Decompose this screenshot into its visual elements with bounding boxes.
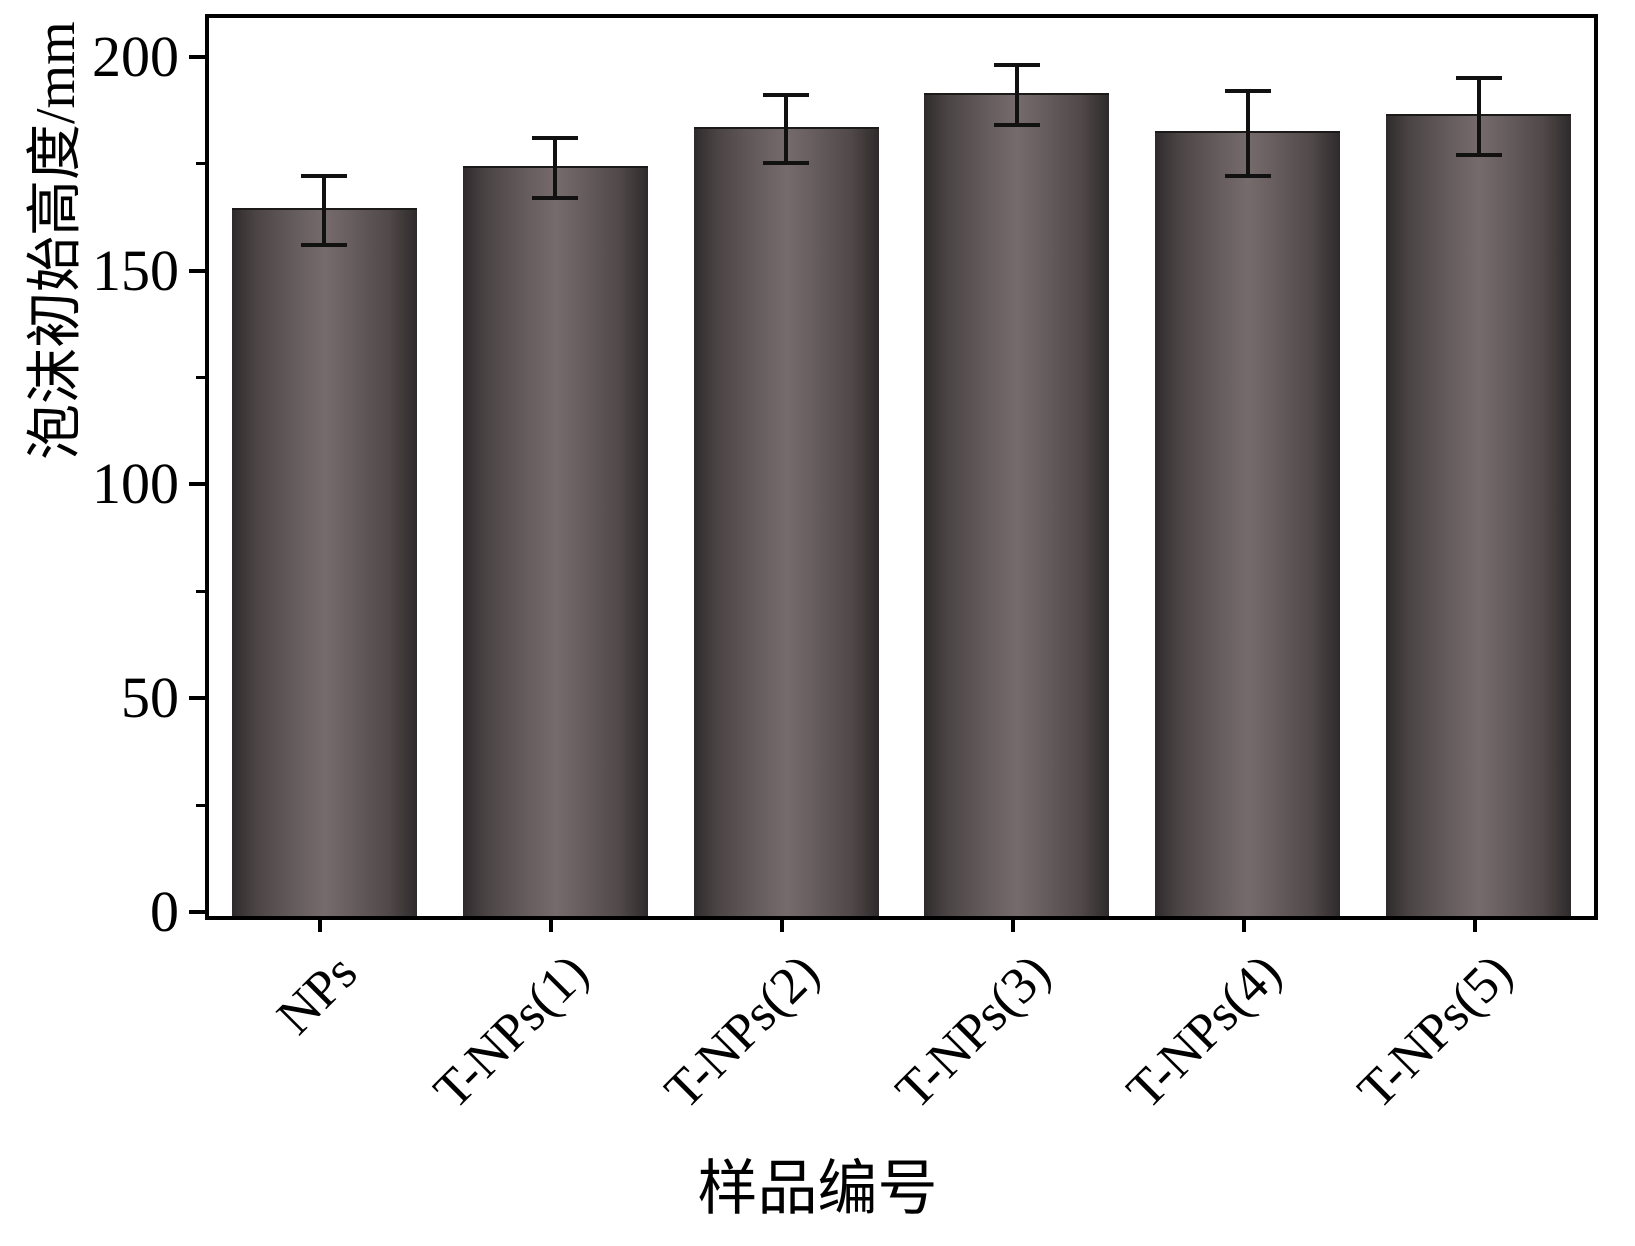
error-bar-cap: [532, 196, 578, 200]
bar-T-NPs(4): [1155, 131, 1340, 916]
y-axis-tick: [189, 54, 205, 59]
x-axis-tick: [1011, 916, 1015, 932]
y-axis-tick-label: 150: [92, 237, 179, 303]
error-bar-cap: [1225, 89, 1271, 93]
error-bar-cap: [994, 63, 1040, 67]
error-bar-T-NPs(3): [1015, 65, 1019, 125]
y-axis-minor-tick: [196, 375, 205, 379]
error-bar-cap: [532, 136, 578, 140]
x-axis-tick-label-T-NPs(4): T-NPs(4): [1116, 943, 1293, 1120]
y-axis-minor-tick: [196, 162, 205, 166]
x-axis-tick: [1242, 916, 1246, 932]
y-axis-tick: [189, 482, 205, 487]
x-axis-tick-label-T-NPs(1): T-NPs(1): [423, 943, 600, 1120]
bar-NPs: [232, 208, 417, 916]
y-axis-tick-label: 100: [92, 451, 179, 517]
error-bar-cap: [301, 174, 347, 178]
x-axis-tick: [318, 916, 322, 932]
y-axis-tick: [189, 910, 205, 914]
error-bar-T-NPs(4): [1246, 90, 1250, 176]
error-bar-cap: [763, 93, 809, 97]
x-axis-tick-label-T-NPs(2): T-NPs(2): [654, 943, 831, 1120]
plot-area: [205, 14, 1598, 920]
y-axis-tick: [189, 268, 205, 273]
x-axis-tick: [780, 916, 784, 932]
bar-T-NPs(5): [1386, 114, 1571, 916]
bar-T-NPs(2): [694, 127, 879, 916]
error-bar-cap: [763, 161, 809, 165]
error-bar-cap: [994, 123, 1040, 127]
x-axis-tick-label-T-NPs(3): T-NPs(3): [885, 943, 1062, 1120]
y-axis-tick: [189, 696, 205, 701]
y-axis-tick-label: 50: [121, 665, 179, 731]
x-axis-tick: [1473, 916, 1477, 932]
bar-T-NPs(1): [463, 166, 648, 916]
error-bar-cap: [1225, 174, 1271, 178]
y-axis-minor-tick: [196, 803, 205, 807]
error-bar-cap: [1456, 153, 1502, 157]
x-axis-tick: [549, 916, 553, 932]
error-bar-T-NPs(5): [1477, 78, 1481, 155]
error-bar-cap: [1456, 76, 1502, 80]
bar-T-NPs(3): [924, 93, 1109, 916]
error-bar-T-NPs(2): [784, 95, 788, 163]
error-bar-NPs: [322, 177, 326, 245]
y-axis-tick-label: 200: [92, 23, 179, 89]
x-axis-tick-label-T-NPs(5): T-NPs(5): [1347, 943, 1524, 1120]
x-axis-title: 样品编号: [697, 1156, 938, 1222]
y-axis-tick-label: 0: [150, 879, 179, 944]
y-axis-minor-tick: [196, 589, 205, 593]
error-bar-cap: [301, 243, 347, 247]
x-axis-tick-label-NPs: NPs: [266, 943, 369, 1046]
error-bar-T-NPs(1): [553, 138, 557, 198]
